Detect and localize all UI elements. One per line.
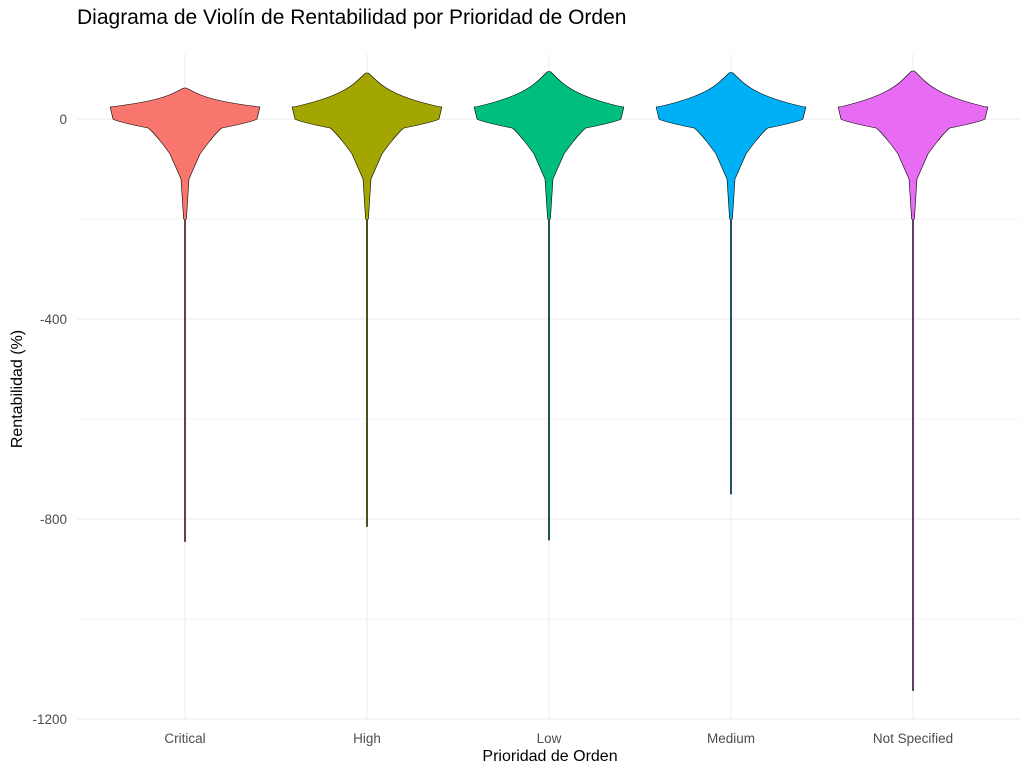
violin-critical: [109, 87, 261, 542]
violin-medium: [655, 72, 807, 495]
x-tick-label: High: [353, 731, 381, 746]
violin-not-specified: [837, 70, 989, 691]
violin-low: [473, 71, 625, 541]
y-axis-title: Rentabilidad (%): [9, 329, 26, 449]
y-tick-label: 0: [59, 112, 67, 127]
y-tick-label: -1200: [32, 712, 67, 727]
x-axis-ticks: Critical High Low Medium Not Specified: [164, 731, 953, 746]
y-tick-label: -800: [40, 512, 67, 527]
x-tick-label: Medium: [707, 731, 755, 746]
x-tick-label: Critical: [164, 731, 205, 746]
y-tick-label: -400: [40, 312, 67, 327]
violins: [109, 70, 989, 691]
x-tick-label: Low: [537, 731, 562, 746]
violin-high: [291, 72, 443, 527]
x-tick-label: Not Specified: [873, 731, 953, 746]
chart-title: Diagrama de Violín de Rentabilidad por P…: [77, 6, 627, 29]
y-axis-ticks: 0 -400 -800 -1200: [32, 112, 67, 727]
x-axis-title: Prioridad de Orden: [482, 748, 618, 765]
